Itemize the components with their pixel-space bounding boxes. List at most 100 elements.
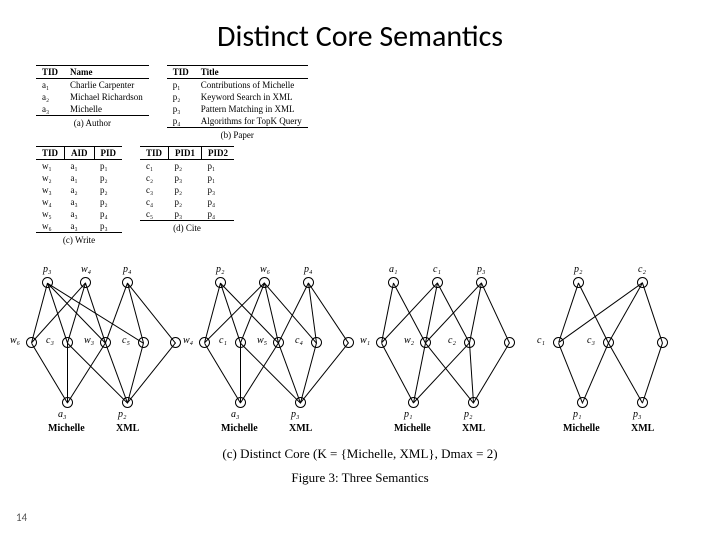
graph-edge xyxy=(381,343,414,403)
keyword-label: XML xyxy=(289,423,312,434)
cell: p₃ xyxy=(167,103,195,115)
cell: a₃ xyxy=(65,208,95,220)
cell: p₃ xyxy=(94,220,122,233)
col-pid: PID xyxy=(94,147,122,160)
paper-table-wrap: TID Title p₁Contributions of Michelle p₂… xyxy=(167,65,308,140)
cell: p₃ xyxy=(169,172,202,184)
node-label: p₂ xyxy=(464,409,472,420)
graph-edge xyxy=(608,343,643,403)
graph-edge xyxy=(67,342,106,403)
graph-panel-4: p₂c₂c₁c₃p₁p₃MichelleXML xyxy=(537,257,702,442)
cell: p₁ xyxy=(94,160,122,173)
cell: p₄ xyxy=(94,208,122,220)
keyword-label: XML xyxy=(462,423,485,434)
paper-caption: (b) Paper xyxy=(167,128,308,140)
node-label: c₅ xyxy=(122,335,130,346)
author-table: TID Name a₁Charlie Carpenter a₂Michael R… xyxy=(36,65,149,116)
keyword-label: Michelle xyxy=(221,423,258,434)
cell: Michelle xyxy=(64,103,149,116)
cell: w₄ xyxy=(36,196,65,208)
graphs-region: p₃w₄p₄w₆c₃w₃c₅a₃p₂MichelleXMLp₂w₆p₄w₄c₁w… xyxy=(0,249,720,442)
cell: c₂ xyxy=(140,172,169,184)
graph-edge xyxy=(473,342,510,403)
figure-caption: Figure 3: Three Semantics xyxy=(0,462,720,486)
graph-edge xyxy=(558,282,579,342)
author-caption: (a) Author xyxy=(36,116,149,128)
cell: c₅ xyxy=(140,208,169,221)
cell: p₃ xyxy=(169,208,202,221)
cell: a₂ xyxy=(65,184,95,196)
cell: p₁ xyxy=(202,160,235,173)
node-label: p₂ xyxy=(118,409,126,420)
cite-table: TID PID1 PID2 c₁p₂p₁ c₂p₃p₁ c₃p₂p₃ c₄p₂p… xyxy=(140,146,234,221)
node-label: p₃ xyxy=(477,264,485,275)
cell: a₁ xyxy=(36,79,64,92)
col-pid1: PID1 xyxy=(169,147,202,160)
cell: Keyword Search in XML xyxy=(195,91,308,103)
node-label: c₂ xyxy=(448,335,456,346)
col-tid: TID xyxy=(36,66,64,79)
graph-edge xyxy=(381,282,438,343)
cell: p₃ xyxy=(202,184,235,196)
cite-caption: (d) Cite xyxy=(140,221,234,233)
node-label: p₁ xyxy=(404,409,412,420)
cell: Contributions of Michelle xyxy=(195,79,308,92)
cell: a₁ xyxy=(65,172,95,184)
col-aid: AID xyxy=(65,147,95,160)
node-label: w₁ xyxy=(360,335,370,346)
cite-table-wrap: TID PID1 PID2 c₁p₂p₁ c₂p₃p₁ c₃p₂p₃ c₄p₂p… xyxy=(140,146,234,245)
node-label: c₁ xyxy=(433,264,441,275)
cell: c₁ xyxy=(140,160,169,173)
node-label: p₂ xyxy=(574,264,582,275)
graph-panel-2: p₂w₆p₄w₄c₁w₅c₄a₃p₃MichelleXML xyxy=(191,257,356,442)
graph-edge xyxy=(642,342,663,402)
graph-edge xyxy=(608,282,643,342)
cell: a₂ xyxy=(36,91,64,103)
cell: p₂ xyxy=(169,160,202,173)
graph-edge xyxy=(31,343,68,404)
graph-edge xyxy=(278,282,309,342)
graph-edge xyxy=(240,342,279,403)
graph-panel-1: p₃w₄p₄w₆c₃w₃c₅a₃p₂MichelleXML xyxy=(18,257,183,442)
node-label: w₄ xyxy=(183,335,193,346)
graph-edge xyxy=(413,342,470,403)
graph-edge xyxy=(558,282,643,343)
node-label: p₂ xyxy=(216,264,224,275)
keyword-label: Michelle xyxy=(394,423,431,434)
page-number: 14 xyxy=(16,511,27,524)
graph-edge xyxy=(413,342,426,402)
col-tid: TID xyxy=(167,66,195,79)
graph-edge xyxy=(240,282,265,342)
node-label: w₆ xyxy=(10,335,20,346)
graph-edge xyxy=(642,283,663,343)
graph-edge xyxy=(204,343,241,404)
graph-edge xyxy=(558,343,583,403)
distinct-core-caption: (c) Distinct Core (K = {Michelle, XML}, … xyxy=(0,442,720,462)
col-name: Name xyxy=(64,66,149,79)
node-label: a₁ xyxy=(389,264,397,275)
cell: w₅ xyxy=(36,208,65,220)
cell: a₃ xyxy=(36,103,64,116)
node-label: c₃ xyxy=(46,335,54,346)
graph-edge xyxy=(425,282,438,342)
cell: a₁ xyxy=(65,160,95,173)
graph-edge xyxy=(425,343,474,404)
graph-edge xyxy=(381,282,394,342)
graph-edge xyxy=(425,282,482,343)
cell: p₂ xyxy=(169,184,202,196)
node-label: w₂ xyxy=(404,335,414,346)
node-label: c₁ xyxy=(219,335,227,346)
graph-edge xyxy=(67,343,128,404)
keyword-label: Michelle xyxy=(48,423,85,434)
col-tid: TID xyxy=(140,147,169,160)
cell: p₂ xyxy=(94,172,122,184)
cell: Algorithms for TopK Query xyxy=(195,115,308,128)
node-label: c₁ xyxy=(537,335,545,346)
graph-edge xyxy=(481,283,510,343)
cell: w₆ xyxy=(36,220,65,233)
cell: Pattern Matching in XML xyxy=(195,103,308,115)
graph-edge xyxy=(578,283,609,343)
node-label: p₃ xyxy=(291,409,299,420)
graph-edge xyxy=(278,343,301,403)
cell: c₃ xyxy=(140,184,169,196)
